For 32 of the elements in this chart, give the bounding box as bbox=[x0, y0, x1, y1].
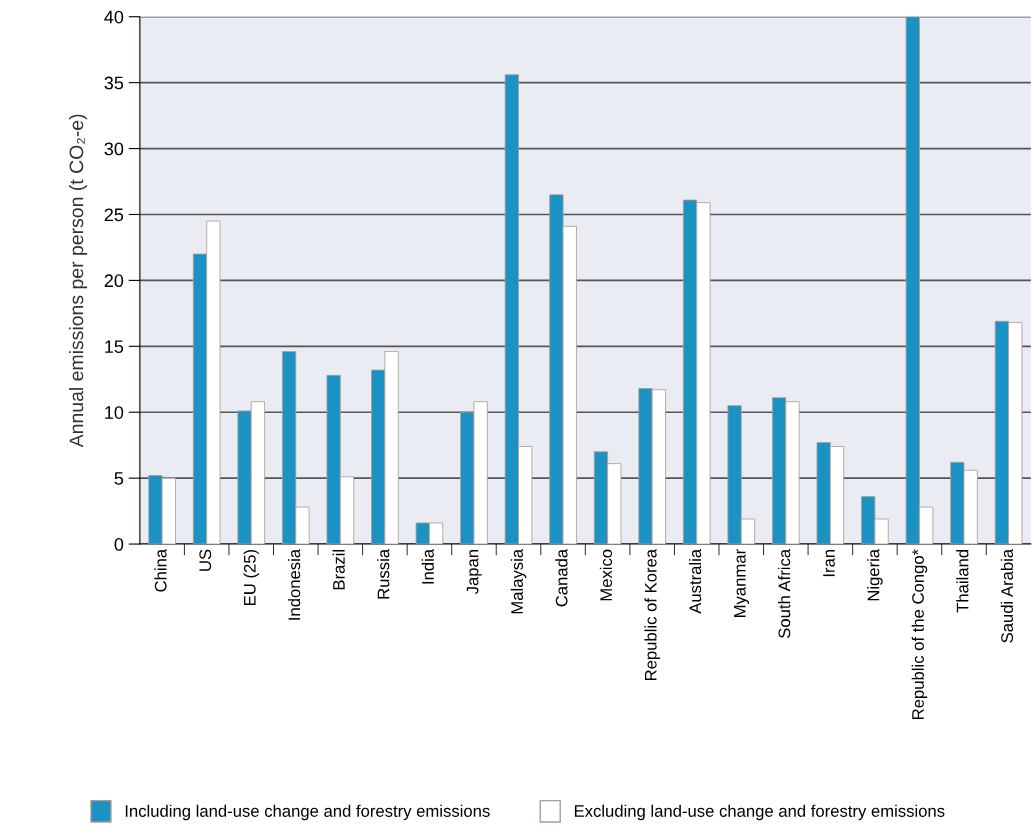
y-tick-label: 40 bbox=[104, 10, 124, 24]
y-axis-title: Annual emissions per person (t CO₂-e) bbox=[69, 114, 88, 448]
y-tick-label: 15 bbox=[105, 340, 124, 354]
x-tick-label: US bbox=[199, 549, 212, 571]
x-tick-label: Brazil bbox=[332, 550, 345, 590]
x-tick-label: Mexico bbox=[599, 549, 613, 601]
y-tick-label: 35 bbox=[104, 76, 124, 90]
x-tick-label: Russia bbox=[377, 548, 390, 599]
x-tick-label: Australia bbox=[688, 548, 702, 614]
x-tick-label: Japan bbox=[466, 549, 482, 595]
x-tick-label: Thailand bbox=[956, 549, 969, 613]
x-tick-label: Myanmar bbox=[734, 549, 750, 617]
y-tick-label: 0 bbox=[114, 537, 124, 551]
x-tick-label: India bbox=[421, 548, 434, 584]
x-tick-label: EU (25) bbox=[243, 549, 259, 605]
y-tick-label: 5 bbox=[114, 472, 124, 485]
x-tick-label: Nigeria bbox=[867, 548, 883, 601]
legend-label: Excluding land-use change and forestry emissions bbox=[574, 804, 945, 821]
x-tick-label: Canada bbox=[555, 548, 568, 607]
y-tick-label: 25 bbox=[104, 208, 124, 222]
x-tick-label: China bbox=[154, 548, 167, 592]
x-tick-label: Indonesia bbox=[288, 548, 301, 620]
x-tick-label: Saudi Arabia bbox=[1000, 548, 1014, 643]
x-tick-label: Republic of the Congo* bbox=[911, 549, 928, 719]
legend-label: Including land-use change and forestry emissions bbox=[125, 804, 490, 821]
x-tick-label: Iran bbox=[823, 549, 835, 577]
y-tick-label: 30 bbox=[104, 142, 124, 156]
x-tick-label: Republic of Korea bbox=[644, 548, 660, 681]
y-tick-label: 20 bbox=[104, 274, 124, 288]
x-tick-label: Malaysia bbox=[510, 548, 527, 614]
y-tick-label: 10 bbox=[105, 406, 124, 419]
x-tick-label: South Africa bbox=[778, 548, 791, 639]
